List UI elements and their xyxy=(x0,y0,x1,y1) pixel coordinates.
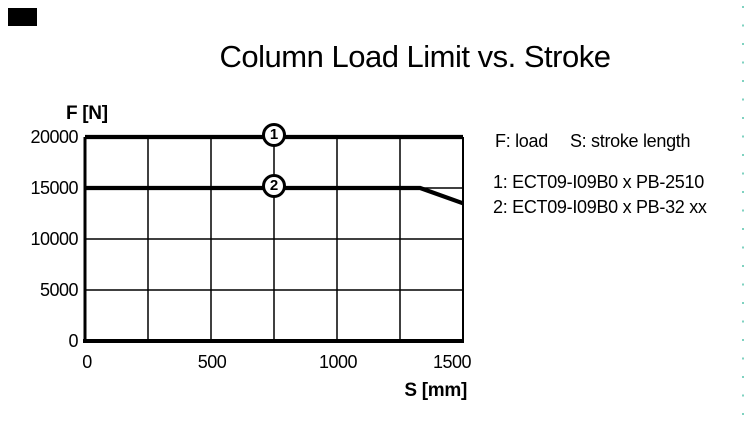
legend-note: F: load S: stroke length xyxy=(495,131,691,151)
series-1-marker: 1 xyxy=(262,123,286,147)
legend-note-f: F: load xyxy=(495,131,548,151)
series-line-2 xyxy=(85,185,464,206)
series-2-marker: 2 xyxy=(262,174,286,198)
y-tick-5000: 5000 xyxy=(39,280,79,300)
chart-title: Column Load Limit vs. Stroke xyxy=(219,39,611,74)
y-tick-20000: 20000 xyxy=(30,127,78,147)
perforation-dots xyxy=(742,6,744,426)
x-tick-1000: 1000 xyxy=(318,352,358,372)
y-axis-title: F [N] xyxy=(66,103,108,124)
y-tick-0: 0 xyxy=(68,331,78,351)
legend-note-s: S: stroke length xyxy=(569,131,691,151)
corner-mark xyxy=(8,8,37,26)
y-tick-15000: 15000 xyxy=(30,178,78,198)
x-tick-0: 0 xyxy=(82,352,92,372)
x-tick-500: 500 xyxy=(197,352,227,372)
legend-item-1: 1: ECT09-I09B0 x PB-2510 xyxy=(493,172,704,192)
y-tick-10000: 10000 xyxy=(30,229,78,249)
legend-item-2: 2: ECT09-I09B0 x PB-32 xx xyxy=(493,197,707,217)
x-axis-title: S [mm] xyxy=(404,380,467,401)
x-tick-1500: 1500 xyxy=(432,352,472,372)
